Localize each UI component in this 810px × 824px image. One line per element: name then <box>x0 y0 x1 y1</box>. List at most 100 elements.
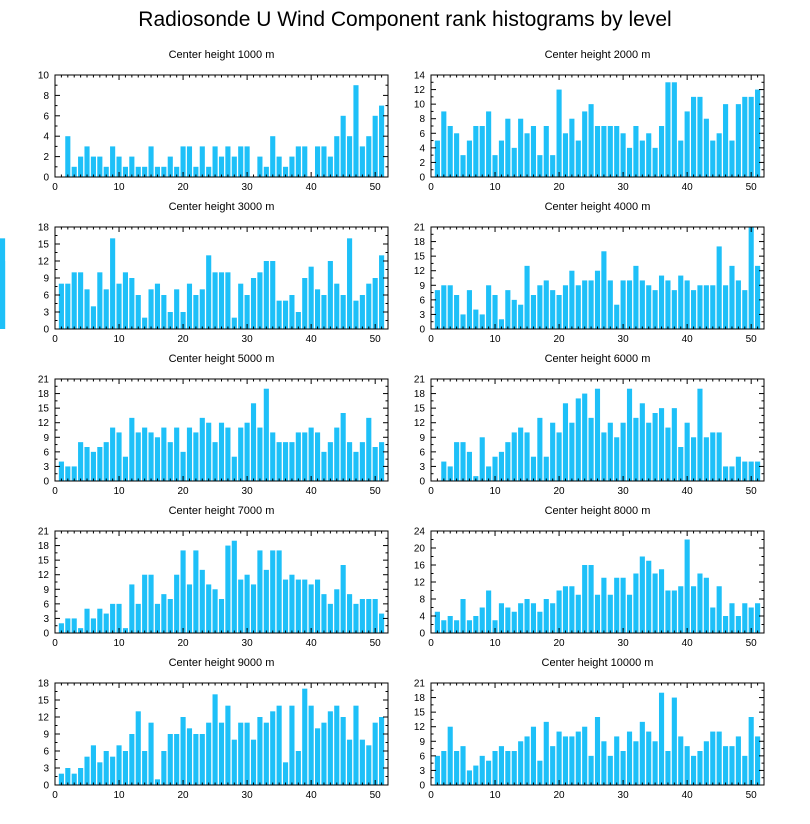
histogram-bar <box>601 251 607 329</box>
histogram-bar <box>110 756 116 785</box>
x-tick-label: 10 <box>113 182 125 193</box>
histogram-bar <box>691 96 697 177</box>
histogram-bar <box>154 779 161 785</box>
panel-title: Center height 2000 m <box>545 49 651 61</box>
histogram-bar <box>652 147 658 177</box>
histogram-bar <box>97 447 103 481</box>
x-tick-label: 30 <box>242 790 254 801</box>
histogram-bar <box>231 540 237 633</box>
y-tick-label: 8 <box>419 595 425 606</box>
histogram-bar <box>110 427 116 481</box>
x-tick-label: 0 <box>428 182 434 193</box>
histogram-bar <box>154 166 161 177</box>
histogram-bar <box>735 616 741 633</box>
histogram-bar <box>129 734 135 785</box>
histogram-bar <box>543 126 549 177</box>
histogram-bar <box>755 265 761 329</box>
histogram-bar <box>588 417 594 481</box>
histogram-bar <box>447 616 453 633</box>
histogram-bar <box>723 616 729 633</box>
histogram-bar <box>161 427 167 481</box>
histogram-bar <box>569 270 575 329</box>
histogram-bar <box>498 319 504 329</box>
histogram-bar <box>607 126 613 177</box>
histogram-bar <box>199 569 205 633</box>
histogram-bar <box>441 111 447 177</box>
x-tick-label: 30 <box>618 638 630 649</box>
histogram-bar <box>122 272 128 329</box>
y-tick-label: 8 <box>419 114 425 125</box>
histogram-bar <box>454 442 460 481</box>
histogram-bar <box>129 278 135 329</box>
histogram-bar <box>334 427 340 481</box>
histogram-bar <box>231 156 237 177</box>
histogram-bar <box>748 227 754 329</box>
histogram-bar <box>524 265 530 329</box>
histogram-bar <box>658 692 665 785</box>
histogram-bar <box>646 422 652 481</box>
histogram-bar <box>90 618 96 633</box>
histogram-bar <box>212 272 218 329</box>
histogram-bar <box>359 442 365 481</box>
y-tick-label: 18 <box>414 693 426 704</box>
histogram-bar <box>231 317 237 329</box>
histogram-bar <box>327 442 333 481</box>
histogram-bar <box>372 599 378 633</box>
x-tick-label: 0 <box>428 638 434 649</box>
histogram-bar <box>321 594 327 633</box>
histogram-bar <box>441 285 447 329</box>
histogram-bar <box>473 765 479 785</box>
x-tick-label: 10 <box>489 638 501 649</box>
histogram-bar <box>556 432 562 481</box>
histogram-bar <box>626 731 633 785</box>
histogram-bar <box>218 272 225 329</box>
histogram-bar <box>697 751 703 785</box>
histogram-bar <box>633 126 639 177</box>
histogram-bar <box>116 432 122 481</box>
histogram-bar <box>620 577 626 633</box>
histogram-bar <box>626 594 633 633</box>
histogram-bar <box>289 705 295 785</box>
histogram-bar <box>479 607 485 633</box>
x-tick-label: 40 <box>306 182 318 193</box>
histogram-bar <box>142 427 148 481</box>
histogram-bar <box>110 603 116 633</box>
histogram-bar <box>697 388 703 481</box>
histogram-bar <box>473 616 479 633</box>
histogram-bar <box>748 461 754 481</box>
histogram-bar <box>276 156 282 177</box>
histogram-bar <box>518 603 524 633</box>
chart-panel: Center height 8000 m 0 10 20 30 40 50 0 4 8 12 16 20… <box>414 505 765 649</box>
histogram-bar <box>684 111 690 177</box>
histogram-bar <box>321 722 327 785</box>
histogram-bar <box>379 717 385 785</box>
histogram-bar <box>250 584 257 633</box>
histogram-bar <box>122 166 128 177</box>
histogram-bar <box>684 746 690 785</box>
histogram-bar <box>620 280 626 329</box>
histogram-bar <box>295 751 301 785</box>
y-tick-label: 3 <box>43 308 49 319</box>
histogram-bar <box>225 146 231 177</box>
histogram-bar <box>729 140 735 177</box>
x-tick-label: 50 <box>370 486 382 497</box>
x-tick-label: 40 <box>682 182 694 193</box>
histogram-bar <box>244 146 250 177</box>
histogram-bar <box>575 731 581 785</box>
histogram-bar <box>723 285 729 329</box>
histogram-bar <box>327 261 333 329</box>
histogram-bar <box>116 745 122 785</box>
histogram-bar <box>180 717 186 785</box>
histogram-bar <box>505 607 511 633</box>
x-tick-label: 50 <box>746 334 758 345</box>
x-tick-label: 40 <box>306 334 318 345</box>
histogram-bar <box>614 577 620 633</box>
histogram-bar <box>263 261 269 329</box>
x-tick-label: 30 <box>242 638 254 649</box>
histogram-bar <box>244 722 250 785</box>
histogram-bar <box>116 603 122 633</box>
histogram-bar <box>129 584 135 633</box>
x-tick-label: 10 <box>489 486 501 497</box>
histogram-bar <box>315 579 321 633</box>
histogram-bar <box>0 261 6 329</box>
